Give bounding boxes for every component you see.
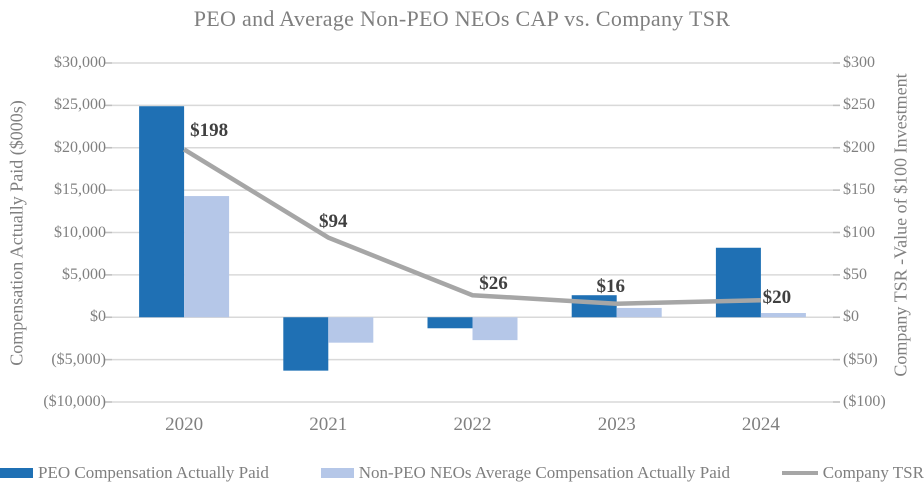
legend-label-tsr: Company TSR <box>822 463 924 482</box>
peo-bar-2022 <box>427 317 473 329</box>
peo-series-swatch <box>0 468 33 478</box>
right-axis-tick-label: ($100) <box>843 393 886 410</box>
left-axis-tick-label: $15,000 <box>54 181 106 199</box>
left-axis-tick-label: ($5,000) <box>51 350 106 368</box>
left-axis-tick-label: ($10,000) <box>43 393 106 410</box>
left-axis-tick-label: $0 <box>90 308 106 326</box>
left-axis-tick-label: $10,000 <box>54 223 106 241</box>
legend: PEO Compensation Actually Paid Non-PEO N… <box>0 462 924 484</box>
nonpeo-bar-2024 <box>760 313 806 318</box>
nonpeo-bar-2022 <box>472 317 518 341</box>
x-axis-label-2021: 2021 <box>309 414 348 435</box>
peo-bar-2023 <box>571 295 617 318</box>
x-axis-label-2024: 2024 <box>741 414 780 435</box>
tsr-data-label-2021: $94 <box>319 210 348 232</box>
right-axis-tick-label: $150 <box>843 181 875 199</box>
x-axis-label-2022: 2022 <box>453 414 492 435</box>
legend-item-peo: PEO Compensation Actually Paid <box>0 463 269 483</box>
peo-bar-2021 <box>283 317 329 371</box>
right-axis-tick-label: $100 <box>843 223 875 241</box>
nonpeo-series-swatch <box>320 468 354 478</box>
tsr-data-label-2023: $16 <box>596 275 625 297</box>
left-axis-tick-label: $20,000 <box>54 138 106 156</box>
legend-item-tsr: Company TSR <box>781 463 924 483</box>
peo-bar-2024 <box>715 247 761 318</box>
right-axis-tick-label: $300 <box>843 54 875 71</box>
right-axis-tick-label: ($50) <box>843 350 878 368</box>
legend-label-peo: PEO Compensation Actually Paid <box>38 463 269 482</box>
nonpeo-bar-2021 <box>328 317 374 343</box>
tsr-data-label-2024: $20 <box>762 287 792 309</box>
nonpeo-bar-2023 <box>616 307 662 318</box>
x-axis-label-2020: 2020 <box>165 414 204 435</box>
tsr-data-label-2020: $198 <box>190 120 229 142</box>
right-axis-title: Company TSR -Value of $100 Investment <box>890 73 911 377</box>
legend-item-nonpeo: Non-PEO NEOs Average Compensation Actual… <box>320 463 730 483</box>
x-axis-label-2023: 2023 <box>597 414 636 435</box>
left-axis-tick-label: $25,000 <box>54 96 106 114</box>
peo-bar-2020 <box>139 106 185 318</box>
left-axis-title: Compensation Actually Paid ($000s) <box>6 100 27 366</box>
left-axis-tick-label: $30,000 <box>54 54 106 71</box>
tsr-series-swatch <box>781 471 818 475</box>
chart-title: PEO and Average Non-PEO NEOs CAP vs. Com… <box>193 6 731 31</box>
right-axis-tick-label: $200 <box>843 138 875 156</box>
left-axis-tick-label: $5,000 <box>62 265 106 283</box>
tsr-line <box>182 147 761 306</box>
right-axis-tick-label: $0 <box>843 308 859 326</box>
right-axis-tick-label: $50 <box>843 265 867 283</box>
tsr-data-label-2022: $26 <box>479 273 508 295</box>
nonpeo-bar-2020 <box>184 196 230 318</box>
legend-label-nonpeo: Non-PEO NEOs Average Compensation Actual… <box>358 463 730 482</box>
right-axis-tick-label: $250 <box>843 96 875 114</box>
